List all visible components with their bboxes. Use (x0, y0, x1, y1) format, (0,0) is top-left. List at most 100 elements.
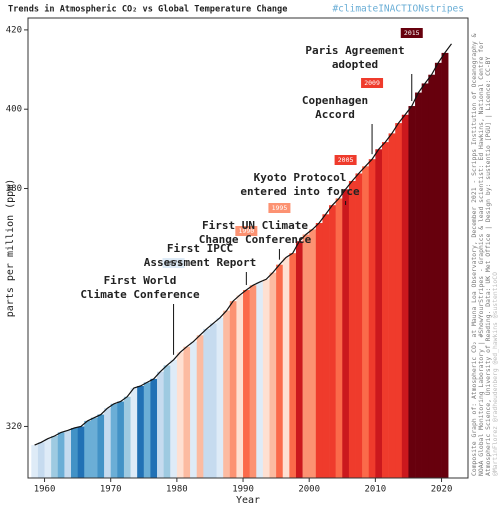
stripe (256, 282, 264, 478)
stripe (137, 386, 145, 478)
stripe (157, 371, 164, 478)
stripe (229, 301, 237, 478)
stripe (388, 133, 396, 478)
annotation-year: 2009 (364, 79, 380, 87)
stripe (44, 438, 52, 478)
co2-line (34, 43, 452, 446)
stripe (348, 180, 356, 478)
stripe (71, 428, 78, 478)
stripe (428, 74, 436, 478)
stripe (421, 83, 429, 479)
stripe (401, 114, 409, 479)
stripe (295, 241, 303, 478)
stripe (117, 401, 125, 478)
stripe (57, 432, 65, 478)
stripe (209, 323, 217, 478)
stripe (203, 328, 211, 478)
stripe (355, 173, 363, 478)
x-tick-label: 1990 (232, 485, 254, 495)
stripe (143, 382, 151, 478)
credit-text: @MartinFlorez @radheudenberg @ed_hawkins… (491, 272, 499, 476)
stripe (434, 62, 442, 479)
stripe (216, 317, 224, 478)
y-tick-label: 380 (6, 184, 22, 194)
stripe (335, 198, 343, 478)
annotation-text: Accord (315, 108, 355, 121)
y-tick-label: 400 (6, 105, 22, 115)
chart-title: Trends in Atmospheric CO₂ vs Global Temp… (8, 4, 287, 15)
stripe (249, 285, 257, 478)
credit-text: NOAA Global Monitoring Laboratory | #Sho… (477, 41, 485, 476)
stripe (84, 420, 92, 478)
annotation-text: Paris Agreement (305, 44, 404, 57)
stripe (368, 159, 376, 478)
annotation-text: First IPCC (167, 242, 233, 255)
stripe (262, 279, 270, 478)
stripe (322, 214, 330, 479)
stripe (395, 123, 403, 478)
stripe (110, 403, 118, 478)
x-axis-label: Year (236, 495, 260, 506)
stripe (243, 290, 250, 478)
stripe (309, 229, 317, 478)
annotation-text: Assessment Report (144, 256, 257, 269)
annotation-text: adopted (332, 58, 378, 71)
stripe (97, 414, 105, 478)
x-tick-label: 1980 (166, 485, 188, 495)
x-tick-label: 1960 (34, 485, 56, 495)
annotation-box (334, 155, 357, 165)
annotation-year: 2005 (338, 156, 354, 164)
plot-frame (27, 17, 469, 479)
credit-text: Composite Graph of: Atmospheric CO₂ at M… (470, 33, 478, 476)
stripe (150, 378, 158, 478)
y-tick-label: 420 (6, 25, 22, 35)
annotation-text: Change Conference (199, 233, 312, 246)
annotation-text: First World (104, 274, 177, 287)
stripe (236, 295, 244, 478)
annotation-year: 1979 (166, 259, 182, 267)
stripe (104, 408, 112, 478)
stripe (170, 359, 178, 478)
stripe (64, 430, 72, 478)
x-tick-label: 2010 (365, 485, 387, 495)
annotation-text: Copenhagen (302, 94, 368, 107)
stripe (329, 205, 336, 478)
annotation-year: 2015 (404, 29, 420, 37)
stripe (183, 346, 191, 478)
stripe (415, 92, 422, 478)
annotation-text: Climate Conference (80, 288, 200, 301)
annotation-text: entered into force (240, 185, 360, 198)
stripe (176, 352, 184, 478)
stripe (196, 335, 204, 478)
stripe (408, 106, 416, 478)
stripe (315, 223, 323, 478)
annotation-box (268, 203, 291, 213)
stripe (342, 189, 350, 478)
stripe (51, 435, 59, 478)
x-tick-label: 2000 (298, 485, 320, 495)
stripe (37, 442, 45, 478)
annotation-box (361, 78, 384, 88)
annotation-year: 1990 (239, 227, 255, 235)
stripe (269, 272, 277, 478)
stripe (381, 142, 389, 478)
annotation-text: Kyoto Protocol (254, 171, 347, 184)
stripe (163, 365, 171, 478)
chart-subtitle: #climateINACTIONstripes (332, 4, 464, 15)
stripe (190, 341, 198, 478)
x-tick-label: 1970 (100, 485, 122, 495)
stripe (289, 253, 297, 478)
stripe (282, 257, 290, 478)
y-axis-label: parts per million (ppm) (5, 179, 16, 317)
stripe (362, 166, 370, 478)
annotation-box (162, 258, 185, 268)
annotation-box (400, 28, 423, 38)
annotation-text: First UN Climate (202, 219, 308, 232)
stripe (130, 387, 138, 478)
stripe (123, 396, 131, 478)
credit-text: Atmospheric Science, University of Readi… (484, 56, 492, 476)
stripe (441, 52, 449, 479)
stripe (223, 310, 231, 478)
stripe (302, 234, 310, 478)
